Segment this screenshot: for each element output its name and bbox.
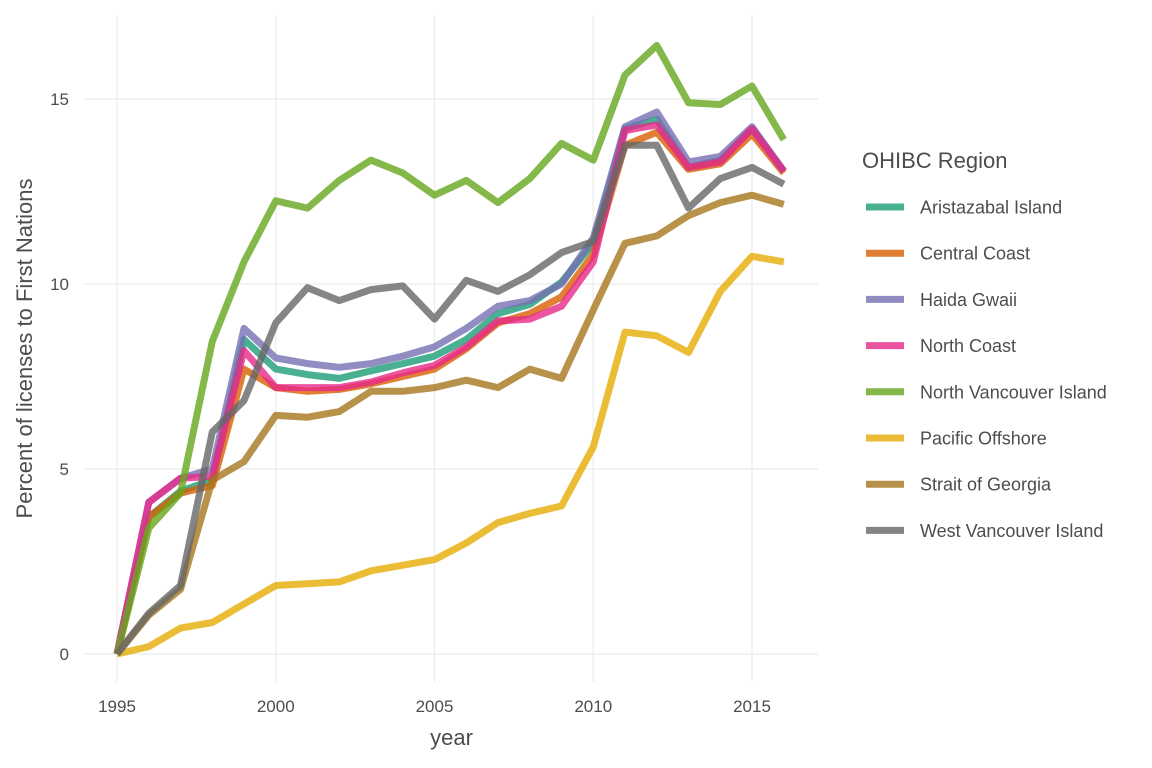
axes: 1995 2000 2005 2010 2015 0 5 10 15 bbox=[50, 90, 771, 716]
x-tick-label: 2015 bbox=[733, 697, 771, 716]
legend-label: Aristazabal Island bbox=[920, 198, 1062, 218]
y-tick-label: 10 bbox=[50, 275, 69, 294]
x-tick-label: 1995 bbox=[98, 697, 136, 716]
legend-label: Haida Gwaii bbox=[920, 290, 1017, 310]
legend-label: Strait of Georgia bbox=[920, 475, 1052, 495]
x-axis-title: year bbox=[430, 725, 473, 750]
plot-series bbox=[113, 41, 787, 658]
legend-label: Pacific Offshore bbox=[920, 429, 1047, 449]
legend-label: West Vancouver Island bbox=[920, 521, 1103, 541]
y-tick-label: 5 bbox=[60, 460, 69, 479]
legend-label: North Vancouver Island bbox=[920, 382, 1107, 402]
series-line-pacific-offshore bbox=[116, 252, 785, 658]
series-line-haida-gwaii bbox=[113, 108, 787, 655]
x-tick-label: 2010 bbox=[574, 697, 612, 716]
x-tick-label: 2000 bbox=[257, 697, 295, 716]
series-line-west-vancouver-island bbox=[114, 141, 786, 657]
x-tick-label: 2005 bbox=[416, 697, 454, 716]
legend-title: OHIBC Region bbox=[862, 148, 1008, 173]
legend-label: North Coast bbox=[920, 336, 1016, 356]
legend: OHIBC Region Aristazabal Island Central C… bbox=[862, 148, 1107, 541]
y-axis-title: Percent of licenses to First Nations bbox=[12, 179, 37, 519]
y-tick-label: 0 bbox=[60, 645, 69, 664]
series-line-north-vancouver-island bbox=[113, 41, 787, 655]
series-line-strait-of-georgia bbox=[114, 191, 785, 657]
legend-label: Central Coast bbox=[920, 244, 1030, 264]
y-tick-label: 15 bbox=[50, 90, 69, 109]
series-line-central-coast bbox=[113, 128, 787, 655]
